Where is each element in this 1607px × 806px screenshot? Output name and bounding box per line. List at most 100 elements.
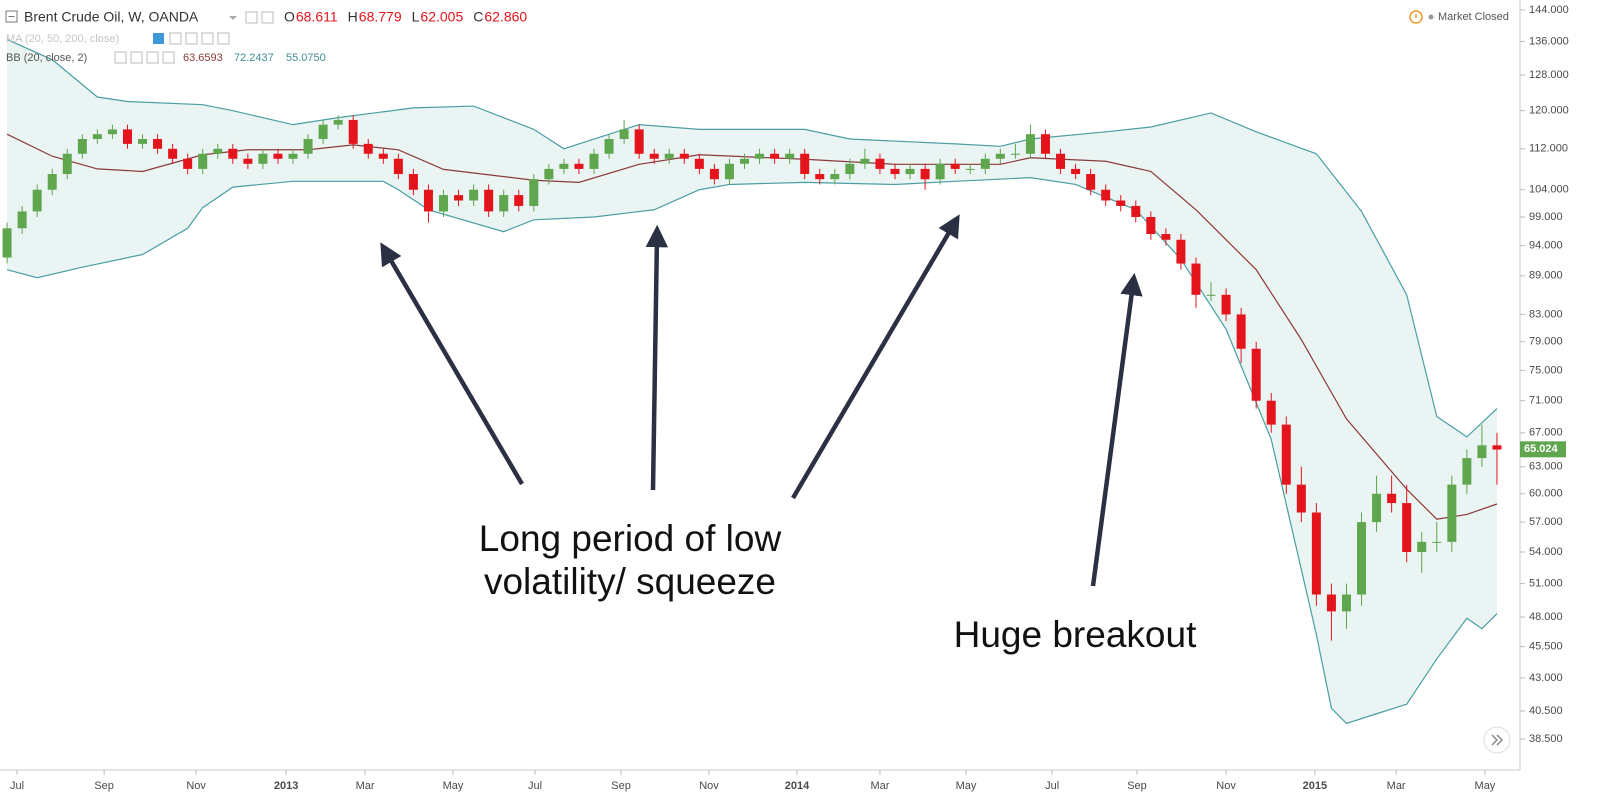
- candle-body: [1236, 314, 1246, 349]
- ma-add-icon[interactable]: [201, 32, 214, 45]
- candle-body: [664, 153, 674, 159]
- bb-visibility-icon[interactable]: [114, 51, 127, 64]
- candle-body: [288, 153, 298, 159]
- band-fill: [7, 39, 1497, 724]
- candle-body: [348, 119, 358, 144]
- candle-body: [1101, 189, 1111, 201]
- candle-body: [1432, 541, 1442, 543]
- x-tick-label: Mar: [870, 780, 889, 792]
- candle-body: [1191, 263, 1201, 295]
- y-tick-label: 79.000: [1529, 336, 1563, 348]
- candle-body: [1387, 493, 1397, 504]
- candle-body: [1221, 294, 1231, 315]
- y-tick-label: 83.000: [1529, 308, 1563, 320]
- ma-remove-icon[interactable]: [217, 32, 230, 45]
- candle-body: [183, 158, 193, 169]
- bb-basis-value: 63.6593: [183, 52, 223, 64]
- candle-body: [1477, 445, 1487, 459]
- candle-body: [168, 148, 178, 159]
- indicator-line: [6, 133, 1498, 520]
- y-tick-label: 75.000: [1529, 364, 1563, 376]
- ohlc-key: C: [473, 9, 483, 25]
- warning-icon: [1409, 10, 1423, 24]
- arrow: [380, 242, 524, 486]
- candle-body: [574, 163, 584, 169]
- candle-body: [589, 153, 599, 169]
- candle-body: [333, 119, 343, 125]
- candle-body: [724, 163, 734, 180]
- dropdown-icon[interactable]: [229, 16, 237, 20]
- candle-body: [469, 189, 479, 201]
- y-tick-label: 71.000: [1529, 395, 1563, 407]
- bb-upper-value: 72.2437: [234, 52, 274, 64]
- candle-body: [213, 148, 223, 154]
- candle-body: [905, 168, 915, 175]
- ohlc-legend: O 68.611 H 68.779 L 62.005 C 62.860: [284, 9, 527, 25]
- candle-body: [198, 153, 208, 169]
- candle-body: [1417, 541, 1427, 553]
- candle-body: [965, 168, 975, 170]
- bb-remove-icon[interactable]: [162, 51, 175, 64]
- candle-body: [318, 124, 328, 140]
- x-tick-label: May: [1475, 780, 1496, 792]
- candle-body: [363, 143, 373, 154]
- y-tick-label: 136.000: [1529, 35, 1569, 47]
- candle-body: [1010, 153, 1020, 155]
- candle-body: [1296, 484, 1306, 513]
- candle-body: [1326, 594, 1336, 612]
- x-tick-label: Sep: [611, 780, 631, 792]
- x-tick-label: Mar: [1387, 780, 1406, 792]
- candle-body: [694, 158, 704, 169]
- scroll-icon: [1491, 734, 1504, 746]
- candle-body: [1341, 594, 1351, 612]
- candle-body: [1311, 512, 1321, 595]
- candle-body: [559, 163, 569, 169]
- x-tick-label: Nov: [186, 780, 206, 792]
- x-tick-label: Jul: [528, 780, 542, 792]
- candle-body: [153, 139, 163, 149]
- ma-visibility-icon[interactable]: [153, 33, 164, 44]
- y-tick-label: 51.000: [1529, 578, 1563, 590]
- ohlc-key: L: [412, 9, 420, 25]
- x-tick-label: Sep: [1127, 780, 1147, 792]
- bb-settings-icon[interactable]: [130, 51, 143, 64]
- y-tick-label: 112.000: [1529, 143, 1568, 155]
- y-tick-label: 99.000: [1529, 211, 1563, 223]
- ohlc-key: O: [284, 9, 295, 25]
- y-tick-label: 144.000: [1529, 4, 1569, 16]
- candle-body: [378, 153, 388, 159]
- indicator-line: [6, 177, 1498, 725]
- collapse-icon[interactable]: [5, 10, 18, 23]
- candle-body: [920, 168, 930, 180]
- y-tick-label: 60.000: [1529, 488, 1563, 500]
- y-tick-label: 120.000: [1529, 105, 1569, 117]
- y-tick-label: 43.000: [1529, 672, 1563, 684]
- candle-body: [1357, 522, 1367, 595]
- candle-body: [1040, 134, 1050, 154]
- hide-icon[interactable]: [261, 11, 274, 24]
- x-tick-label: Jul: [10, 780, 24, 792]
- candle-body: [1281, 424, 1291, 485]
- candle-body: [529, 179, 539, 206]
- candle-body: [709, 168, 719, 180]
- candle-body: [423, 189, 433, 212]
- x-tick-label: Mar: [356, 780, 375, 792]
- y-tick-label: 48.000: [1529, 611, 1563, 623]
- candle-body: [138, 139, 148, 144]
- candle-body: [890, 168, 900, 175]
- candle-body: [860, 158, 870, 164]
- y-tick-label: 54.000: [1529, 546, 1563, 558]
- bb-add-icon[interactable]: [146, 51, 159, 64]
- ma-format-icon[interactable]: [185, 32, 198, 45]
- price-tag-label: 65.024: [1524, 443, 1559, 455]
- candle-body: [408, 174, 418, 190]
- ohlc-value: 68.779: [359, 9, 402, 25]
- candle-body: [484, 189, 494, 212]
- candle-body: [830, 174, 840, 180]
- candle-body: [875, 158, 885, 169]
- x-tick-label: Jul: [1045, 780, 1059, 792]
- candle-body: [243, 158, 253, 164]
- ma-settings-icon[interactable]: [169, 32, 182, 45]
- settings-icon[interactable]: [245, 11, 258, 24]
- arrow: [1090, 272, 1143, 587]
